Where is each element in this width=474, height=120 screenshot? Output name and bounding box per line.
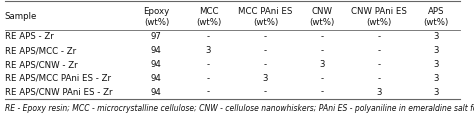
Text: 3: 3	[319, 60, 325, 69]
Text: -: -	[207, 88, 210, 97]
Text: RE APS/CNW PAni ES - Zr: RE APS/CNW PAni ES - Zr	[5, 88, 112, 97]
Text: APS
(wt%): APS (wt%)	[423, 7, 449, 27]
Text: -: -	[321, 88, 324, 97]
Text: 3: 3	[433, 46, 439, 55]
Text: -: -	[378, 32, 381, 41]
Text: MCC PAni ES
(wt%): MCC PAni ES (wt%)	[238, 7, 292, 27]
Text: -: -	[321, 74, 324, 83]
Text: CNW
(wt%): CNW (wt%)	[310, 7, 335, 27]
Text: RE APS/MCC - Zr: RE APS/MCC - Zr	[5, 46, 76, 55]
Text: -: -	[321, 32, 324, 41]
Text: -: -	[264, 32, 267, 41]
Text: MCC
(wt%): MCC (wt%)	[196, 7, 221, 27]
Text: 3: 3	[263, 74, 268, 83]
Text: 3: 3	[206, 46, 211, 55]
Text: 97: 97	[151, 32, 162, 41]
Text: Epoxy
(wt%): Epoxy (wt%)	[143, 7, 170, 27]
Text: -: -	[378, 60, 381, 69]
Text: RE APS/MCC PAni ES - Zr: RE APS/MCC PAni ES - Zr	[5, 74, 111, 83]
Text: 94: 94	[151, 46, 162, 55]
Text: 94: 94	[151, 74, 162, 83]
Text: CNW PAni ES
(wt%): CNW PAni ES (wt%)	[351, 7, 407, 27]
Text: -: -	[378, 46, 381, 55]
Text: 94: 94	[151, 88, 162, 97]
Text: -: -	[264, 88, 267, 97]
Text: 3: 3	[433, 88, 439, 97]
Text: -: -	[264, 46, 267, 55]
Text: RE APS/CNW - Zr: RE APS/CNW - Zr	[5, 60, 77, 69]
Text: 3: 3	[376, 88, 382, 97]
Text: RE APS - Zr: RE APS - Zr	[5, 32, 54, 41]
Text: -: -	[264, 60, 267, 69]
Text: -: -	[378, 74, 381, 83]
Text: Sample: Sample	[5, 12, 37, 21]
Text: -: -	[207, 60, 210, 69]
Text: 3: 3	[433, 74, 439, 83]
Text: -: -	[207, 32, 210, 41]
Text: -: -	[207, 74, 210, 83]
Text: -: -	[321, 46, 324, 55]
Text: RE - Epoxy resin; MCC - microcrystalline cellulose; CNW - cellulose nanowhiskers: RE - Epoxy resin; MCC - microcrystalline…	[5, 104, 474, 113]
Text: 94: 94	[151, 60, 162, 69]
Text: 3: 3	[433, 32, 439, 41]
Text: 3: 3	[433, 60, 439, 69]
